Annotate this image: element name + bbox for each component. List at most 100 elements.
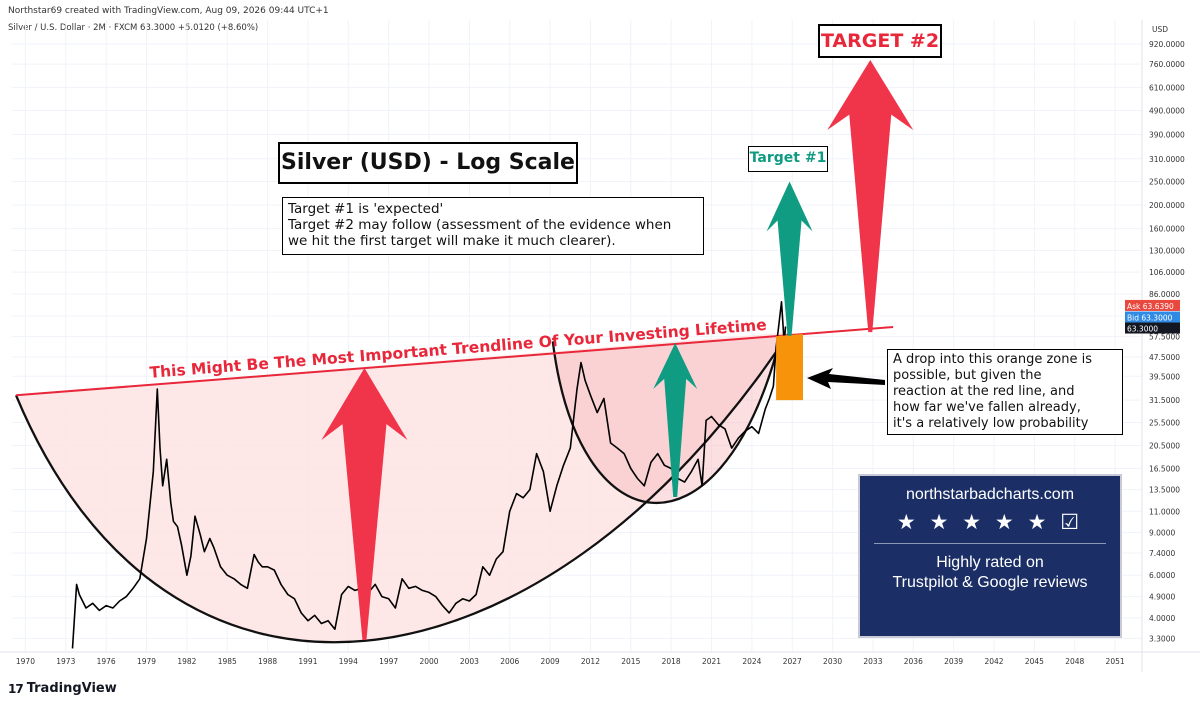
target-note-box: Target #1 is 'expected' Target #2 may fo… [282,197,704,255]
review-badge[interactable]: northstarbadcharts.com ★ ★ ★ ★ ★ ☑ Highl… [858,474,1122,638]
y-tick-label: 7.4000 [1149,549,1175,558]
bid-tag-bg [1125,311,1180,323]
badge-line-2: Trustpilot & Google reviews [892,574,1088,591]
y-tick-label: 20.5000 [1149,442,1180,451]
y-tick-label: 3.3000 [1149,634,1175,643]
y-tick-label: 4.9000 [1149,593,1175,602]
target-1-arrow [766,181,813,336]
x-tick-label: 1979 [137,657,156,666]
x-tick-label: 2015 [621,657,640,666]
x-tick-label: 1994 [339,657,358,666]
symbol-info-line[interactable]: Silver / U.S. Dollar · 2M · FXCM 63.3000… [8,23,259,33]
x-tick-label: 2027 [783,657,802,666]
last-price-tag-bg [1125,322,1180,334]
x-tick-label: 2042 [984,657,1003,666]
badge-site: northstarbadcharts.com [905,486,1075,503]
chart-header-credit: Northstar69 created with TradingView.com… [8,6,329,16]
badge-line-1: Highly rated on [936,554,1044,571]
x-tick-label: 2039 [944,657,963,666]
zone-line-4: how far we've fallen already, [893,400,1081,415]
handle-curve [551,341,779,504]
tradingview-logo-text: TradingView [26,681,117,696]
x-tick-label: 1976 [97,657,116,666]
badge-divider [874,543,1106,544]
bid-tag: Bid 63.3000 [1127,314,1173,323]
y-tick-label: 130.0000 [1149,247,1185,256]
handle-depth-arrow [653,343,698,497]
y-tick-label: 39.5000 [1149,372,1180,381]
x-tick-label: 2036 [904,657,923,666]
zone-line-2: possible, but given the [893,368,1042,383]
zone-line-3: reaction at the red line, and [893,384,1075,399]
y-tick-label: 920.0000 [1149,40,1185,49]
note-line-3: we hit the first target will make it muc… [288,233,616,249]
x-tick-label: 2048 [1065,657,1084,666]
y-tick-label: 16.5000 [1149,464,1180,473]
x-tick-label: 2033 [863,657,882,666]
price-tags: Ask 63.6390 Bid 63.3000 63.3000 [1125,299,1180,334]
y-tick-label: 86.0000 [1149,290,1180,299]
tradingview-logo-icon: 17 [8,681,24,696]
star-rating-icon: ★ ★ ★ ★ ★ ☑ [896,511,1084,534]
x-tick-label: 2003 [460,657,479,666]
y-tick-label: 310.0000 [1149,155,1185,164]
orange-zone-note: A drop into this orange zone is possible… [887,349,1123,435]
last-price-tag: 63.3000 [1127,325,1158,334]
y-tick-label: 250.0000 [1149,178,1185,187]
time-axis[interactable]: 1970 1973 1976 1979 1982 1985 1988 1991 1994 1997… [0,651,1200,666]
x-tick-label: 2045 [1025,657,1044,666]
x-tick-label: 2000 [419,657,438,666]
zone-line-5: it's a relatively low probability [893,416,1089,431]
x-tick-label: 2021 [702,657,721,666]
x-tick-label: 2030 [823,657,842,666]
note-line-1: Target #1 is 'expected' [288,201,444,217]
cup-depth-arrow [321,368,408,640]
x-tick-label: 2006 [500,657,519,666]
target-arrows [321,60,914,640]
handle-fill [552,336,778,503]
y-tick-label: 57.5000 [1149,333,1180,342]
price-axis[interactable]: 920.0000 760.0000 610.0000 490.0000 390.0000… [1141,20,1185,672]
x-tick-label: 2009 [541,657,560,666]
x-tick-label: 2024 [742,657,761,666]
y-tick-label: 25.5000 [1149,418,1180,427]
target-1-label: Target #1 [748,146,828,172]
y-tick-label: 390.0000 [1149,131,1185,140]
zone-line-1: A drop into this orange zone is [893,352,1092,367]
x-tick-label: 2051 [1106,657,1125,666]
tradingview-logo[interactable]: 17 TradingView [8,681,117,696]
y-tick-label: 610.0000 [1149,83,1185,92]
y-tick-label: 490.0000 [1149,106,1185,115]
y-tick-label: 4.0000 [1149,614,1175,623]
y-tick-label: 760.0000 [1149,60,1185,69]
x-tick-label: 1982 [177,657,196,666]
target-2-label: TARGET #2 [818,24,942,58]
x-tick-label: 1988 [258,657,277,666]
ask-tag-bg [1125,299,1180,311]
x-tick-label: 1997 [379,657,398,666]
y-tick-label: 9.0000 [1149,528,1175,537]
pointer-arrow [807,368,885,389]
x-tick-label: 1991 [298,657,317,666]
y-tick-label: 6.0000 [1149,571,1175,580]
x-tick-label: 2012 [581,657,600,666]
orange-zone [776,334,803,401]
y-tick-label: 31.5000 [1149,396,1180,405]
x-tick-label: 1985 [218,657,237,666]
y-tick-label: 13.5000 [1149,486,1180,495]
x-tick-label: 2018 [662,657,681,666]
y-tick-label: 200.0000 [1149,201,1185,210]
x-tick-label: 1970 [16,657,35,666]
trendline [15,326,894,397]
note-line-2: Target #2 may follow (assessment of the … [288,217,672,233]
price-series[interactable] [71,301,787,649]
currency-label: USD [1152,25,1168,34]
y-tick-label: 160.0000 [1149,225,1185,234]
target-2-arrow [827,60,914,333]
price-line [71,301,787,649]
y-tick-label: 47.5000 [1149,353,1180,362]
ask-tag: Ask 63.6390 [1127,302,1174,311]
y-tick-label: 106.0000 [1149,268,1185,277]
x-tick-label: 1973 [56,657,75,666]
